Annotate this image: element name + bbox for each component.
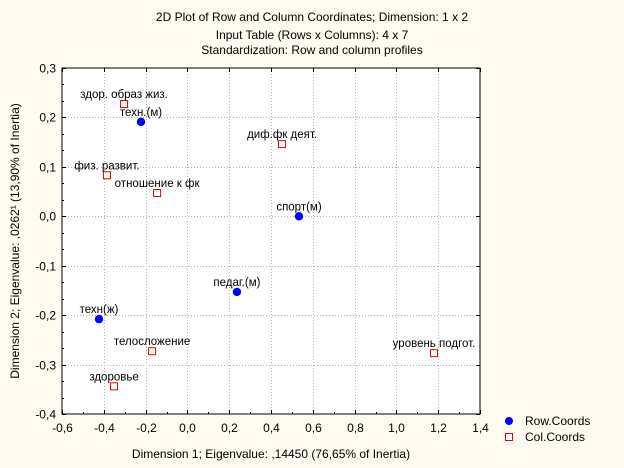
y-tick-label: 0,2 [39,111,56,125]
gridlines [62,68,480,414]
legend-marker-row-coords [505,417,513,425]
x-tick-label: 0,4 [263,421,280,435]
legend-label: Row.Coords [525,414,590,428]
point-label: физ. развит. [74,160,139,172]
col-coord-point [278,140,287,149]
y-tick-label: 0,3 [39,62,56,76]
point-label: телосложение [114,336,191,348]
legend: Row.Coords Col.Coords [505,414,590,444]
legend-label: Col.Coords [525,430,585,444]
y-tick-label: -0,3 [35,359,56,373]
x-tick-label: 0,8 [347,421,364,435]
axis-ticks: -0,6 -0,4 -0,2 0,0 0,2 0,4 0,6 0,8 1,0 1,2 1,40,30… [35,62,489,436]
point-label: спорт(м) [276,201,322,213]
y-tick-label: -0,4 [35,408,56,422]
y-tick-label: -0,1 [35,260,56,274]
y-axis-title: Dimension 2; Eigenvalue: ,0262¹ (13,90% … [8,103,22,379]
x-tick-label: 0,6 [305,421,322,435]
col-coord-point [110,382,119,391]
point-label: педаг.(м) [213,277,260,289]
data-points: техн.(м) спорт(м) педаг.(м) техн(ж) здор. об… [74,89,476,391]
x-tick-label: -0,2 [136,421,157,435]
x-tick-label: 1,4 [472,421,489,435]
point-label: диф.фк деят. [247,129,317,141]
x-tick-label: 1,0 [388,421,405,435]
y-tick-label: -0,2 [35,309,56,323]
y-tick-label: 0,1 [39,161,56,175]
row-coord-point [294,212,304,221]
point-label: уровень подгот. [393,338,476,350]
x-tick-label: 0,0 [179,421,196,435]
point-label: здоровье [89,371,138,383]
chart-title: 2D Plot of Row and Column Coordinates; D… [155,10,469,24]
col-coord-point [102,171,111,180]
x-tick-label: -0,6 [52,421,73,435]
legend-marker-col-coords [505,433,513,441]
row-coord-point [94,314,104,324]
x-tick-label: 1,2 [430,421,447,435]
chart-subtitle-1: Input Table (Rows x Columns): 4 x 7 [215,28,409,42]
col-coord-point [153,189,162,198]
x-tick-label: -0,4 [94,421,115,435]
y-tick-label: 0,0 [39,210,56,224]
point-label: здор. образ жиз. [80,89,168,101]
chart-subtitle-2: Standardization: Row and column profiles [201,43,423,57]
row-coord-point [136,117,146,127]
col-coord-point [148,347,157,356]
point-label: техн.(м) [120,107,162,119]
x-tick-label: 0,2 [221,421,238,435]
row-coord-point [232,287,242,297]
plot-frame [61,67,481,415]
col-coord-point [430,349,439,358]
point-label: техн(ж) [80,304,119,316]
point-label: отношение к фк [115,178,201,190]
x-axis-title: Dimension 1; Eigenvalue: ,14450 (76,65% … [132,447,410,461]
col-coord-point [120,100,129,109]
